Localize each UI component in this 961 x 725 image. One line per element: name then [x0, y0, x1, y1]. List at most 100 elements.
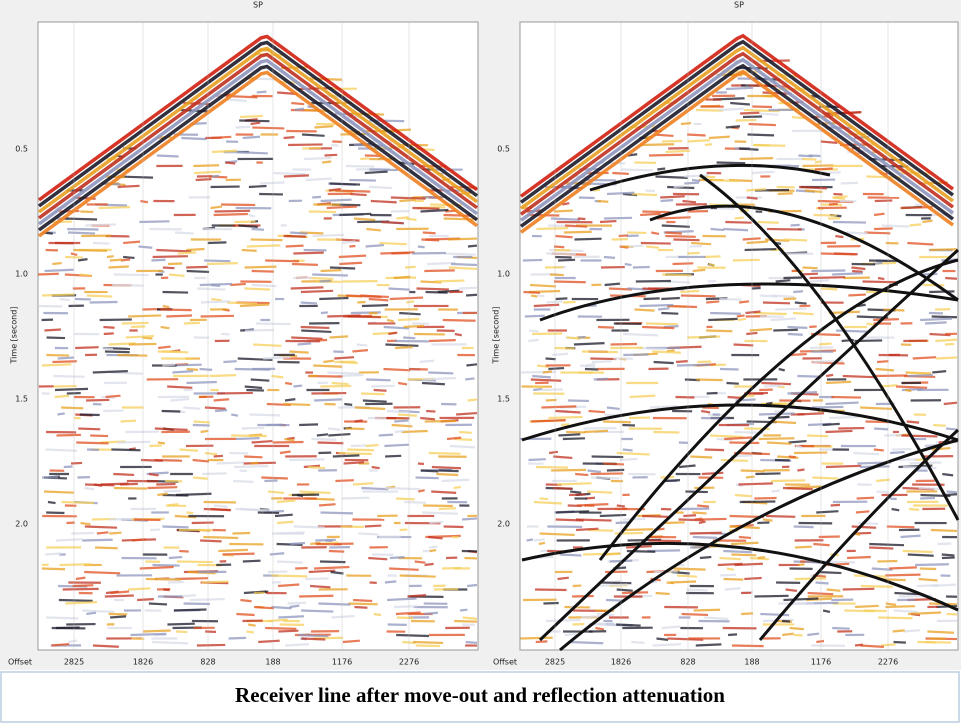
- seismic-trace: [428, 451, 461, 455]
- seismic-trace: [394, 429, 405, 434]
- seismic-trace: [687, 335, 721, 339]
- seismic-trace: [278, 629, 299, 633]
- seismic-trace: [686, 588, 708, 592]
- seismic-trace: [766, 227, 802, 231]
- seismic-trace: [930, 528, 958, 533]
- seismic-trace: [783, 276, 802, 280]
- seismic-trace: [352, 349, 369, 353]
- seismic-trace: [532, 385, 545, 389]
- seismic-trace: [768, 415, 790, 420]
- seismic-trace: [46, 336, 66, 340]
- caption-box: [0, 671, 960, 723]
- seismic-trace: [590, 472, 624, 476]
- seismic-trace: [655, 591, 670, 596]
- seismic-trace: [413, 640, 444, 645]
- seismic-trace: [915, 563, 949, 567]
- seismic-trace: [933, 423, 946, 427]
- seismic-trace: [160, 325, 170, 330]
- seismic-trace: [697, 504, 710, 508]
- seismic-trace: [428, 371, 454, 375]
- seismic-trace: [330, 570, 344, 575]
- seismic-trace: [320, 269, 342, 273]
- seismic-trace: [603, 420, 631, 424]
- seismic-trace: [553, 280, 586, 284]
- seismic-trace: [931, 315, 958, 319]
- first-arrival: [519, 51, 955, 216]
- seismic-trace: [291, 101, 305, 106]
- seismic-trace: [361, 304, 389, 308]
- seismic-trace: [213, 398, 230, 402]
- seismic-trace: [57, 356, 75, 360]
- seismic-trace: [353, 217, 376, 222]
- seismic-trace: [79, 273, 93, 277]
- y-tick-label: 0.5: [15, 145, 28, 154]
- seismic-trace: [403, 324, 425, 329]
- seismic-trace: [117, 184, 140, 189]
- seismic-trace: [667, 185, 695, 190]
- seismic-trace: [160, 308, 192, 312]
- seismic-trace: [211, 297, 222, 302]
- seismic-trace: [929, 248, 958, 252]
- seismic-trace: [46, 353, 70, 357]
- seismic-trace: [651, 231, 660, 236]
- seismic-trace: [719, 556, 742, 561]
- seismic-trace: [113, 486, 148, 490]
- seismic-trace: [86, 294, 113, 298]
- seismic-trace: [809, 276, 846, 280]
- seismic-trace: [203, 507, 231, 512]
- seismic-trace: [788, 455, 796, 459]
- seismic-trace: [809, 325, 817, 329]
- seismic-trace: [945, 427, 958, 431]
- seismic-trace: [889, 566, 917, 570]
- panel: SP Time [second] 0.5 1.0 1.5 2.0 Offset 2825 182…: [492, 1, 960, 667]
- seismic-trace: [770, 420, 797, 425]
- seismic-trace: [660, 199, 674, 203]
- seismic-trace: [673, 567, 706, 571]
- seismic-trace: [82, 609, 115, 614]
- seismic-trace: [580, 615, 600, 619]
- seismic-trace: [657, 167, 666, 171]
- seismic-trace: [733, 343, 754, 347]
- x-axis-label: Offset: [493, 658, 517, 667]
- seismic-trace: [353, 482, 374, 486]
- seismic-trace: [361, 486, 389, 491]
- seismic-trace: [43, 490, 75, 494]
- seismic-trace: [324, 153, 338, 157]
- seismic-trace: [249, 413, 281, 417]
- seismic-trace: [616, 451, 650, 456]
- seismic-trace: [340, 132, 370, 136]
- first-arrival: [37, 40, 479, 208]
- seismic-trace: [343, 461, 365, 465]
- seismic-trace: [730, 525, 760, 530]
- seismic-trace: [597, 199, 609, 203]
- seismic-trace: [364, 524, 382, 528]
- seismic-trace: [167, 262, 183, 266]
- seismic-trace: [233, 479, 254, 483]
- seismic-trace: [162, 266, 175, 270]
- seismic-trace: [55, 538, 83, 542]
- seismic-trace: [698, 520, 706, 525]
- seismic-trace: [936, 356, 958, 360]
- seismic-trace: [909, 223, 922, 227]
- seismic-trace: [308, 276, 334, 280]
- seismic-trace: [874, 199, 893, 203]
- seismic-trace: [109, 615, 127, 619]
- seismic-trace: [603, 255, 616, 259]
- seismic-trace: [528, 458, 546, 462]
- seismic-trace: [123, 255, 135, 260]
- seismic-trace: [174, 231, 194, 235]
- seismic-trace: [244, 385, 263, 390]
- seismic-trace: [204, 451, 218, 456]
- seismic-trace: [541, 405, 577, 409]
- seismic-trace: [195, 178, 212, 182]
- seismic-trace: [726, 381, 739, 385]
- seismic-trace: [816, 639, 825, 644]
- seismic-trace: [172, 370, 194, 374]
- seismic-trace: [812, 405, 844, 409]
- seismic-trace: [906, 420, 920, 424]
- seismic-trace: [149, 444, 163, 448]
- seismic-trace: [329, 335, 349, 339]
- seismic-trace: [904, 629, 920, 633]
- seismic-trace: [447, 237, 478, 241]
- seismic-trace: [240, 507, 271, 512]
